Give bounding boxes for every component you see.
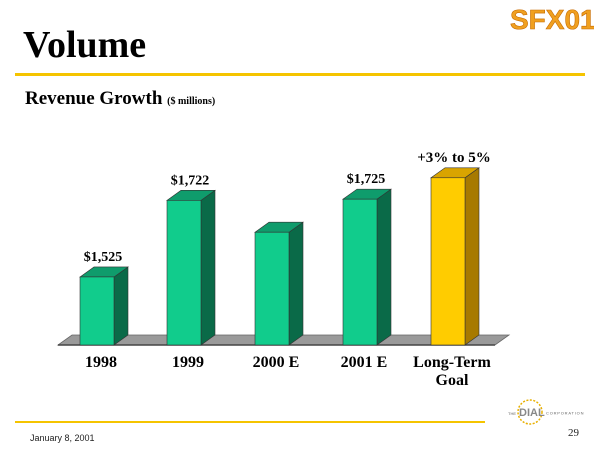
data-label-5: +3% to 5% — [417, 150, 491, 166]
data-label-1: $1,525 — [84, 250, 123, 265]
category-label-1: 1998 — [85, 354, 117, 371]
chart-subtitle: Revenue Growth ($ millions) — [25, 88, 215, 110]
dial-brand-suffix: CORPORATION — [546, 411, 584, 416]
bar-side — [200, 189, 216, 346]
page-number: 29 — [568, 427, 579, 439]
bar-1 — [79, 266, 129, 346]
bar-front — [430, 177, 466, 346]
category-label-line: 1999 — [172, 354, 204, 371]
bar-side — [113, 266, 129, 346]
category-label-2: 1999 — [172, 354, 204, 371]
sfx-logo: SFX01 — [510, 4, 594, 34]
category-label-3: 2000 E — [253, 354, 300, 371]
bar-front — [342, 198, 378, 346]
bar-side — [376, 188, 392, 346]
page-title: Volume — [23, 24, 147, 66]
bar-3 — [254, 221, 304, 346]
category-label-line: Long-Term — [413, 354, 491, 371]
bar-4 — [342, 188, 392, 346]
dial-brand: DIAL — [519, 407, 545, 419]
bar-front — [166, 200, 202, 346]
subtitle-units: ($ millions) — [167, 96, 216, 107]
dial-brand-small: THE — [508, 411, 516, 416]
footer-divider — [15, 421, 485, 423]
bar-5 — [430, 167, 480, 346]
category-label-5: Long-Term Goal — [413, 354, 491, 389]
footer-date: January 8, 2001 — [30, 433, 95, 443]
category-label-line: Goal — [436, 372, 469, 389]
category-label-line: 2000 E — [253, 354, 300, 371]
bar-side — [288, 221, 304, 346]
bar-side — [464, 167, 480, 346]
data-label-2: $1,722 — [171, 173, 210, 188]
title-divider — [15, 73, 585, 76]
category-label-line: 1998 — [85, 354, 117, 371]
sfx-logo-text: SFX01 — [510, 4, 594, 34]
dial-logo-ring — [517, 399, 543, 425]
data-label-4: $1,725 — [347, 172, 386, 187]
bar-front — [254, 231, 290, 346]
bar-2 — [166, 189, 216, 346]
dial-logo: THE DIAL CORPORATION — [508, 399, 584, 425]
subtitle-text: Revenue Growth — [25, 88, 163, 109]
category-label-4: 2001 E — [341, 354, 388, 371]
bar-front — [79, 276, 115, 346]
category-label-line: 2001 E — [341, 354, 388, 371]
